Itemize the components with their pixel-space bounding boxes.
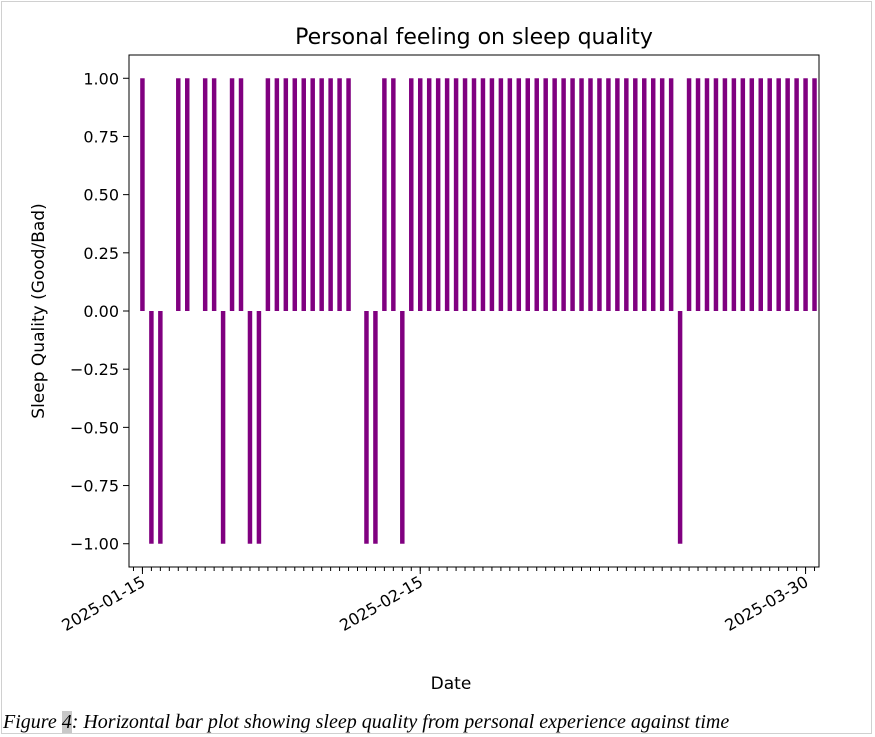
figure-caption: Figure 4: Horizontal bar plot showing sl… bbox=[3, 711, 729, 734]
bar-2025-01-29 bbox=[265, 78, 271, 312]
bar-2025-02-04 bbox=[319, 78, 324, 312]
bar-2025-02-18 bbox=[444, 78, 450, 312]
x-tick-label: 2025-01-15 bbox=[58, 572, 148, 635]
y-axis-label: Sleep Quality (Good/Bad) bbox=[29, 203, 49, 418]
bar-2025-03-26 bbox=[767, 78, 772, 312]
bar-2025-02-09 bbox=[364, 311, 369, 544]
x-tick-label: 2025-02-15 bbox=[336, 572, 426, 635]
bar-2025-02-27 bbox=[525, 78, 531, 312]
bar-2025-03-01 bbox=[543, 78, 548, 312]
bar-2025-01-23 bbox=[211, 78, 217, 312]
bars-group bbox=[140, 78, 817, 544]
bar-2025-02-19 bbox=[453, 78, 459, 312]
bar-2025-02-05 bbox=[328, 78, 333, 312]
bar-2025-03-15 bbox=[668, 78, 674, 312]
chart-title: Personal feeling on sleep quality bbox=[295, 25, 653, 50]
bar-2025-01-16 bbox=[149, 311, 154, 544]
bar-2025-03-20 bbox=[713, 78, 719, 312]
bar-2025-02-06 bbox=[337, 78, 342, 312]
bar-2025-02-03 bbox=[310, 78, 315, 312]
bar-2025-01-24 bbox=[220, 311, 226, 544]
bar-2025-03-19 bbox=[704, 78, 710, 312]
bar-2025-02-16 bbox=[426, 78, 432, 312]
bar-2025-02-14 bbox=[409, 78, 414, 312]
bar-2025-03-29 bbox=[794, 78, 799, 312]
bar-2025-03-14 bbox=[659, 78, 665, 312]
bar-2025-01-17 bbox=[158, 311, 163, 544]
sleep-quality-bar-chart: Personal feeling on sleep quality 1.00 0.… bbox=[29, 25, 820, 694]
bar-2025-01-20 bbox=[185, 78, 190, 312]
bar-2025-01-26 bbox=[238, 78, 244, 312]
x-axis-label: Date bbox=[431, 674, 472, 694]
bar-2025-03-06 bbox=[588, 78, 593, 312]
y-tick-label: 1.00 bbox=[83, 69, 119, 88]
caption-text: : Horizontal bar plot showing sleep qual… bbox=[71, 711, 730, 733]
bar-2025-03-30 bbox=[803, 78, 808, 312]
bar-2025-03-27 bbox=[776, 78, 781, 312]
y-tick-label: 0.00 bbox=[83, 302, 119, 321]
bar-2025-02-26 bbox=[516, 78, 522, 312]
bar-2025-03-24 bbox=[749, 78, 755, 312]
y-tick-label: 0.50 bbox=[83, 186, 119, 205]
bar-2025-03-23 bbox=[740, 78, 746, 312]
bar-2025-03-12 bbox=[642, 78, 647, 312]
bar-2025-02-20 bbox=[462, 78, 468, 312]
bar-2025-01-31 bbox=[283, 78, 289, 312]
bar-2025-01-22 bbox=[202, 78, 208, 312]
y-tick-label: −0.50 bbox=[70, 418, 119, 437]
y-tick-label: −0.25 bbox=[70, 360, 119, 379]
y-tick-label: 0.75 bbox=[83, 127, 119, 146]
bar-2025-02-17 bbox=[435, 78, 441, 312]
x-axis-ticks: 2025-01-15 2025-02-15 2025-03-30 bbox=[58, 567, 816, 635]
caption-prefix: Figure bbox=[3, 711, 62, 733]
y-tick-label: −0.75 bbox=[70, 477, 119, 496]
bar-2025-03-13 bbox=[650, 78, 656, 312]
bar-2025-02-01 bbox=[292, 78, 298, 312]
bar-2025-02-02 bbox=[301, 78, 306, 312]
bar-2025-02-21 bbox=[471, 78, 477, 312]
caption-number: 4 bbox=[61, 711, 72, 733]
bar-2025-03-17 bbox=[686, 78, 692, 312]
bar-2025-01-15 bbox=[140, 78, 145, 312]
bar-2025-02-11 bbox=[382, 78, 387, 312]
bar-2025-01-27 bbox=[247, 311, 253, 544]
bar-2025-02-23 bbox=[489, 78, 495, 312]
bar-2025-03-22 bbox=[731, 78, 737, 312]
bar-2025-03-08 bbox=[606, 78, 611, 312]
y-tick-label: −1.00 bbox=[70, 535, 119, 554]
y-axis-ticks: 1.00 0.75 0.50 0.25 0.00 −0.25 −0.50 −0.75 −1.00 bbox=[70, 69, 129, 554]
bar-2025-03-31 bbox=[812, 78, 817, 312]
bar-2025-03-04 bbox=[570, 78, 575, 312]
bar-2025-02-13 bbox=[400, 311, 405, 544]
y-tick-label: 0.25 bbox=[83, 244, 119, 263]
bar-2025-02-24 bbox=[498, 78, 504, 312]
bar-2025-02-25 bbox=[507, 78, 513, 312]
bar-2025-01-25 bbox=[229, 78, 235, 312]
bar-2025-03-09 bbox=[615, 78, 620, 312]
bar-2025-03-11 bbox=[633, 78, 638, 312]
bar-2025-02-10 bbox=[373, 311, 378, 544]
bar-2025-01-19 bbox=[176, 78, 181, 312]
bar-2025-03-02 bbox=[552, 78, 557, 312]
bar-2025-02-07 bbox=[346, 78, 351, 312]
bar-2025-03-07 bbox=[597, 78, 602, 312]
bar-2025-03-21 bbox=[722, 78, 728, 312]
bar-2025-01-28 bbox=[256, 311, 262, 544]
bar-2025-03-10 bbox=[624, 78, 629, 312]
bar-2025-02-12 bbox=[391, 78, 396, 312]
bar-2025-03-28 bbox=[785, 78, 790, 312]
bar-2025-02-22 bbox=[480, 78, 486, 312]
bar-2025-03-05 bbox=[579, 78, 584, 312]
bar-2025-02-28 bbox=[534, 78, 539, 312]
bar-2025-02-15 bbox=[417, 78, 423, 312]
bar-2025-03-25 bbox=[758, 78, 763, 312]
bar-2025-03-03 bbox=[561, 78, 566, 312]
bar-2025-01-30 bbox=[274, 78, 280, 312]
x-tick-label: 2025-03-30 bbox=[722, 572, 812, 635]
bar-2025-03-18 bbox=[695, 78, 701, 312]
bar-2025-03-16 bbox=[677, 311, 683, 544]
